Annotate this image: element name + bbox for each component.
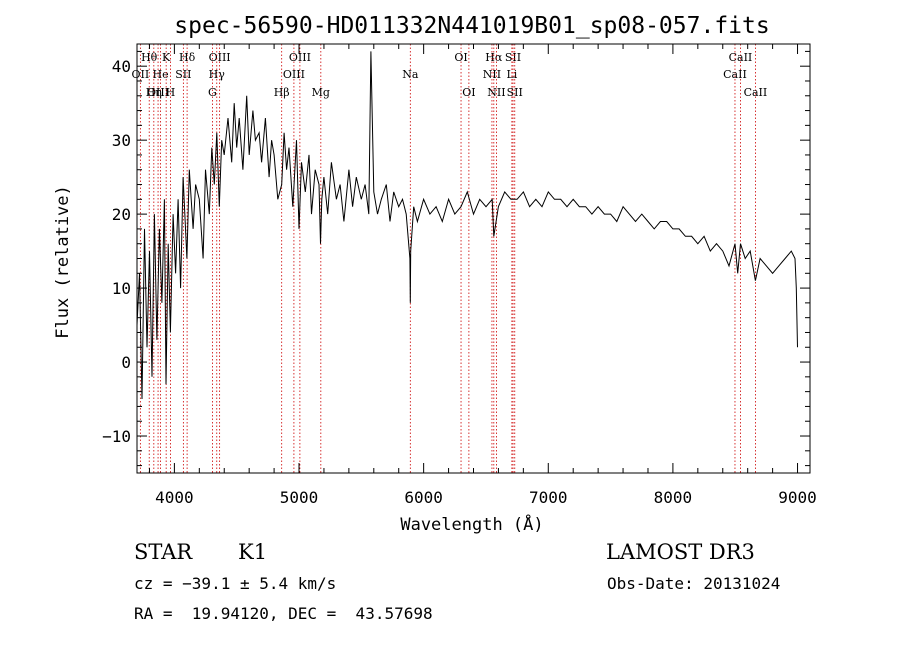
spectral-line-label: Mg <box>312 86 330 99</box>
spectral-line-label: CaII <box>744 86 768 99</box>
y-tick-label: 20 <box>112 205 131 224</box>
x-tick-label: 5000 <box>280 488 319 507</box>
spectral-line-label: SII <box>175 68 191 81</box>
spectral-line-label: Hδ <box>179 51 196 64</box>
x-tick-label: 4000 <box>155 488 194 507</box>
spectral-line-label: Hθ <box>141 51 158 64</box>
x-tick-label: 6000 <box>404 488 443 507</box>
y-tick-label: 40 <box>112 57 131 76</box>
y-tick-label: 0 <box>121 353 131 372</box>
spectral-line-label: CaII <box>729 51 753 64</box>
plot-frame <box>136 43 811 474</box>
y-axis-label: Flux (relative) <box>53 185 73 339</box>
redshift-velocity: cz = −39.1 ± 5.4 km/s <box>134 574 337 593</box>
spectral-line-label: NII <box>483 68 501 81</box>
object-class: STAR <box>134 540 193 564</box>
spectral-line-label: OIII <box>283 68 305 81</box>
spectral-line-label: OIII <box>209 51 231 64</box>
survey-name: LAMOST DR3 <box>606 540 755 564</box>
coordinates: RA = 19.94120, DEC = 43.57698 <box>134 604 433 623</box>
spectral-line-label: Hα <box>485 51 503 64</box>
spectral-line-label: Hβ <box>274 86 290 99</box>
spectral-line-label: K <box>162 51 171 64</box>
spectral-line-label: SII <box>507 86 523 99</box>
spectral-line-label: Li <box>506 68 517 81</box>
spectral-line-label: Na <box>402 68 419 81</box>
spectral-line-label: OIII <box>147 86 169 99</box>
spectral-line-label: CaII <box>723 68 747 81</box>
y-tick-label: 30 <box>112 131 131 150</box>
chart-title: spec-56590-HD011332N441019B01_sp08-057.f… <box>174 13 769 39</box>
spectral-line-label: SII <box>505 51 521 64</box>
x-tick-label: 7000 <box>529 488 568 507</box>
spectral-line-label: Hη <box>146 86 162 99</box>
y-tick-label: −10 <box>102 427 131 446</box>
spectral-line-label: OII <box>132 68 150 81</box>
spectral-line-label: OI <box>462 86 475 99</box>
spectral-line-label: Hγ <box>209 68 226 81</box>
axis-ticks: 4000 5000 6000 7000 8000 9000 −10 0 10 20 30 40 <box>102 44 817 507</box>
spectral-line-label: NII <box>487 86 505 99</box>
observation-date: Obs-Date: 20131024 <box>607 574 781 593</box>
x-tick-label: 8000 <box>654 488 693 507</box>
x-axis-label: Wavelength (Å) <box>400 513 543 535</box>
x-tick-label: 9000 <box>778 488 817 507</box>
spectrum-line <box>136 51 798 400</box>
spectral-line-label: H <box>166 86 176 99</box>
spectral-line-label: OI <box>454 51 467 64</box>
spectral-line-markers: Hθ OII OIII He K Hη SII H Hδ OIII Hγ G OIII OIII Hβ Mg N… <box>132 44 768 473</box>
spectral-line-label: He <box>153 68 169 81</box>
spectral-line-label: G <box>208 86 217 99</box>
object-subclass: K1 <box>238 540 268 564</box>
spectrum-series <box>136 51 798 400</box>
spectral-line-label: OIII <box>289 51 311 64</box>
y-tick-label: 10 <box>112 279 131 298</box>
